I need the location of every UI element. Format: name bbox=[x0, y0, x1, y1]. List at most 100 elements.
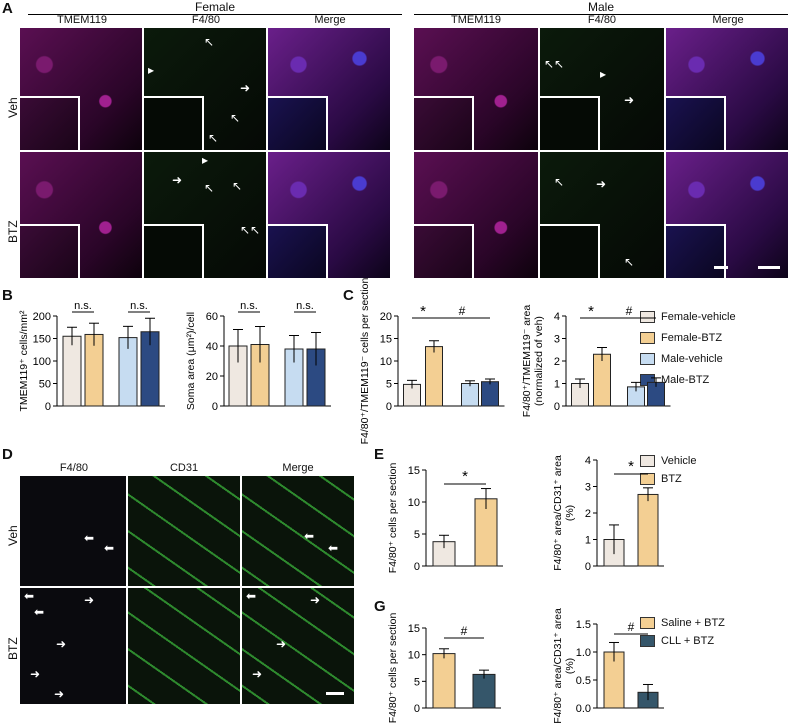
bar-c1 bbox=[461, 383, 479, 407]
sig-label-b2: n.s. bbox=[296, 300, 314, 312]
col-title-d-cd31: CD31 bbox=[169, 462, 199, 474]
y-tick-label-c2: 3 bbox=[554, 334, 560, 346]
sig-label-e2: * bbox=[628, 458, 634, 475]
legend-vehicle-btz: Vehicle BTZ bbox=[640, 452, 696, 488]
y-tick-label-b2: 60 bbox=[206, 311, 218, 323]
y-tick-label-e2: 0 bbox=[585, 561, 591, 573]
scale-bar-d bbox=[326, 692, 344, 695]
y-axis-label-c2: F4/80⁺/TMEM119⁻ area bbox=[521, 305, 533, 418]
legend-item-male-vehicle: Male-vehicle bbox=[640, 349, 736, 370]
panel-label-d: D bbox=[2, 446, 13, 463]
female-rule bbox=[28, 14, 402, 15]
bar-e2 bbox=[637, 493, 659, 567]
y-tick-label-b2: 20 bbox=[206, 371, 218, 383]
legend-sex-treatment: Female-vehicle Female-BTZ Male-vehicle M… bbox=[640, 307, 736, 391]
legend-item-btz: BTZ bbox=[640, 470, 696, 488]
col-title-d-f480: F4/80 bbox=[59, 462, 89, 474]
y-tick-label-c2: 4 bbox=[554, 311, 560, 323]
y-axis-label-g2: F4/80⁺ area/CD31⁺ area bbox=[552, 608, 564, 724]
sig-label-c1-2: # bbox=[459, 304, 466, 318]
micrograph-female-btz-tmem119 bbox=[20, 152, 142, 278]
y-tick-label-e2: 1 bbox=[585, 535, 591, 547]
y-tick-label-b1: 50 bbox=[39, 379, 51, 391]
legend-saline-cll: Saline + BTZ CLL + BTZ bbox=[640, 614, 725, 650]
col-title-f480-male: F4/80 bbox=[587, 14, 617, 26]
micrograph-d-btz-f480: ⬅ ⬅ ➜ ➜ ➜ ➜ bbox=[20, 588, 126, 704]
y-tick-label-b1: 200 bbox=[33, 311, 51, 323]
sig-label-c2: * bbox=[588, 303, 594, 320]
male-header: Male bbox=[587, 0, 614, 14]
col-title-merge-male: Merge bbox=[712, 14, 744, 26]
y-tick-label-e1: 10 bbox=[408, 497, 420, 509]
col-title-f480-female: F4/80 bbox=[191, 14, 221, 26]
y-tick-label-b1: 100 bbox=[33, 356, 51, 368]
micrograph-d-btz-cd31 bbox=[128, 588, 240, 704]
bar-c1 bbox=[425, 346, 443, 407]
y-tick-label-c1: 5 bbox=[386, 379, 392, 391]
micrograph-d-veh-f480: ⬅ ⬅ bbox=[20, 476, 126, 586]
y-tick-label-c1: 10 bbox=[380, 356, 392, 368]
micrograph-female-btz-merge bbox=[268, 152, 390, 278]
legend-item-vehicle: Vehicle bbox=[640, 452, 696, 470]
y-tick-label-g1: 10 bbox=[408, 650, 420, 662]
sig-label-g2: # bbox=[628, 620, 635, 634]
y-tick-label-g2: 1.5 bbox=[576, 619, 591, 631]
y-tick-label-b1: 0 bbox=[45, 401, 51, 413]
col-title-merge-female: Merge bbox=[314, 14, 346, 26]
y-tick-label-g2: 1.0 bbox=[576, 647, 591, 659]
y-tick-label-g1: 15 bbox=[408, 623, 420, 635]
micrograph-male-btz-merge bbox=[666, 152, 788, 278]
micrograph-female-veh-f480: ↖ ▸ ➜ ↖ ↖ bbox=[144, 28, 266, 150]
legend-item-female-vehicle: Female-vehicle bbox=[640, 307, 736, 328]
micrograph-male-veh-merge bbox=[666, 28, 788, 150]
bar-b1 bbox=[62, 335, 82, 407]
y-tick-label-c1: 15 bbox=[380, 334, 392, 346]
y-tick-label-e2: 3 bbox=[585, 482, 591, 494]
panel-label-b: B bbox=[2, 287, 13, 304]
y-axis-label-e2: F4/80⁺ area/CD31⁺ area bbox=[552, 455, 564, 571]
panel-label-c: C bbox=[343, 287, 354, 304]
y-tick-label-b2: 40 bbox=[206, 341, 218, 353]
y-tick-label-g1: 5 bbox=[414, 676, 420, 688]
y-axis-label-g1: F4/80⁺ cells per section bbox=[387, 613, 399, 724]
y-tick-label-c2: 1 bbox=[554, 379, 560, 391]
legend-item-cll-btz: CLL + BTZ bbox=[640, 632, 725, 650]
y-tick-label-e1: 5 bbox=[414, 529, 420, 541]
col-title-tmem119-male: TMEM119 bbox=[451, 14, 501, 26]
micrograph-d-veh-merge: ⬅ ⬅ bbox=[242, 476, 354, 586]
y-tick-label-c2: 2 bbox=[554, 356, 560, 368]
micrograph-d-btz-merge: ⬅ ➜ ➜ ➜ bbox=[242, 588, 354, 704]
sig-label-g1: # bbox=[461, 624, 468, 638]
sig-label-b2: n.s. bbox=[240, 300, 258, 312]
sig-label-c2-2: # bbox=[626, 304, 633, 318]
y-tick-label-g2: 0.5 bbox=[576, 675, 591, 687]
y-axis-label-e2-line2: (%) bbox=[564, 505, 576, 521]
y-tick-label-c1: 0 bbox=[386, 401, 392, 413]
bar-g1 bbox=[432, 653, 456, 709]
legend-item-saline-btz: Saline + BTZ bbox=[640, 614, 725, 632]
y-tick-label-b2: 0 bbox=[212, 401, 218, 413]
male-rule bbox=[414, 14, 788, 15]
micrograph-male-veh-tmem119 bbox=[414, 28, 538, 150]
bar-g1 bbox=[472, 673, 496, 709]
y-tick-label-e2: 4 bbox=[585, 455, 591, 467]
micrograph-female-btz-f480: ▸ ➜ ↖ ↖ ↖↖ bbox=[144, 152, 266, 278]
y-tick-label-c1: 20 bbox=[380, 311, 392, 323]
micrograph-male-btz-f480: ↖ ➜ ↖ bbox=[540, 152, 664, 278]
y-axis-label-c1: F4/80⁺/TMEM119⁻ cells per section bbox=[359, 277, 371, 444]
micrograph-male-btz-tmem119 bbox=[414, 152, 538, 278]
y-tick-label-g1: 0 bbox=[414, 703, 420, 715]
sig-label-b1: n.s. bbox=[74, 300, 92, 312]
sig-label-e1: * bbox=[462, 468, 468, 485]
female-header: Female bbox=[194, 0, 235, 14]
y-axis-label-b1: TMEM119⁺ cells/mm² bbox=[18, 310, 30, 412]
panel-label-a: A bbox=[2, 0, 13, 17]
sig-label-c1: * bbox=[420, 303, 426, 320]
bar-c2 bbox=[593, 353, 611, 407]
y-axis-label-c2-line2: (normalized of veh) bbox=[533, 316, 545, 406]
y-axis-label-b2: Soma area (μm²)/cell bbox=[185, 312, 197, 410]
col-title-d-merge: Merge bbox=[282, 462, 314, 474]
micrograph-female-veh-merge bbox=[268, 28, 390, 150]
col-title-tmem119-female: TMEM119 bbox=[57, 14, 107, 26]
